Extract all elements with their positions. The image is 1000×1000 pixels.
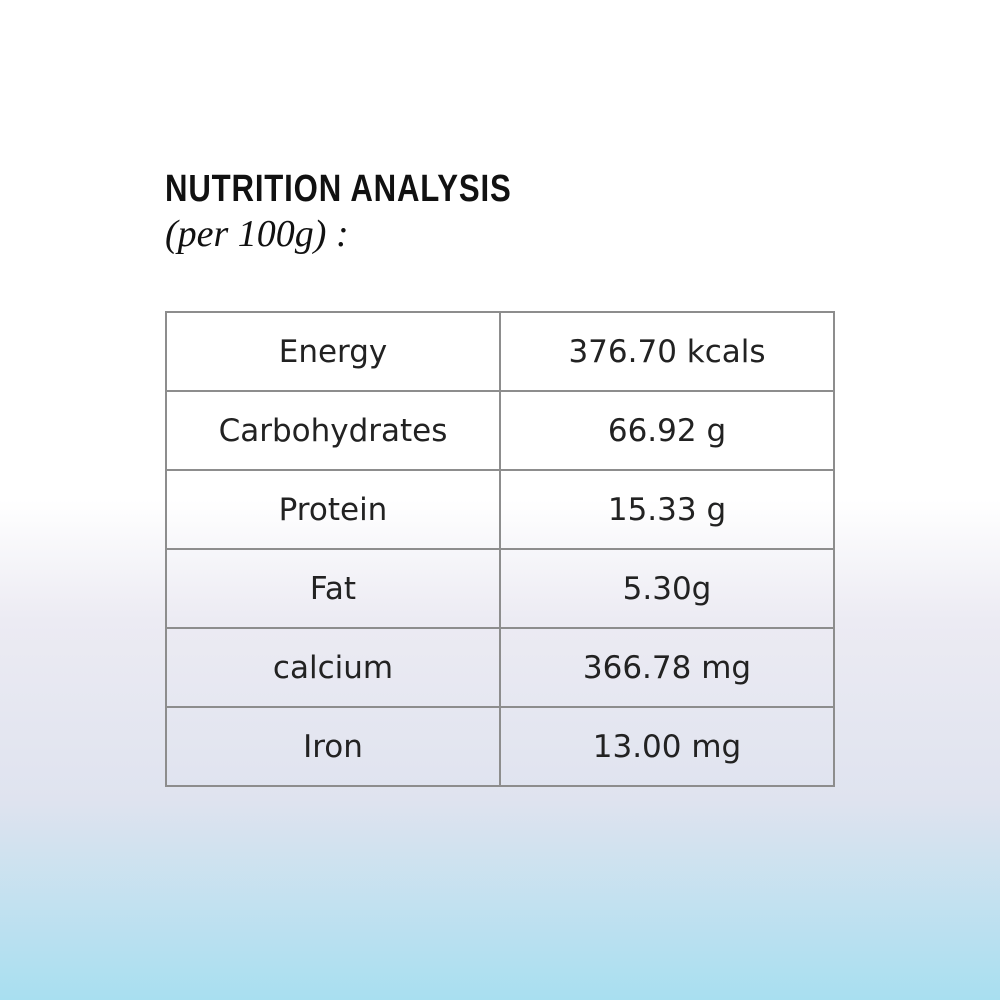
table-row: calcium 366.78 mg (165, 627, 835, 708)
table-row: Carbohydrates 66.92 g (165, 390, 835, 471)
nutrient-name: Protein (165, 469, 501, 550)
nutrient-value: 66.92 g (499, 390, 835, 471)
nutrition-table: Energy 376.70 kcals Carbohydrates 66.92 g Pr… (165, 311, 835, 787)
nutrient-name: Fat (165, 548, 501, 629)
nutrient-value: 366.78 mg (499, 627, 835, 708)
table-row: Iron 13.00 mg (165, 706, 835, 787)
nutrient-name: Energy (165, 311, 501, 392)
nutrient-name: Carbohydrates (165, 390, 501, 471)
nutrient-name: calcium (165, 627, 501, 708)
nutrient-name: Iron (165, 706, 501, 787)
subtitle: (per 100g) : (165, 213, 349, 255)
table-row: Protein 15.33 g (165, 469, 835, 550)
title: NUTRITION ANALYSIS (165, 168, 512, 210)
nutrient-value: 15.33 g (499, 469, 835, 550)
table-row: Energy 376.70 kcals (165, 311, 835, 392)
nutrient-value: 5.30g (499, 548, 835, 629)
table-row: Fat 5.30g (165, 548, 835, 629)
nutrient-value: 13.00 mg (499, 706, 835, 787)
nutrient-value: 376.70 kcals (499, 311, 835, 392)
